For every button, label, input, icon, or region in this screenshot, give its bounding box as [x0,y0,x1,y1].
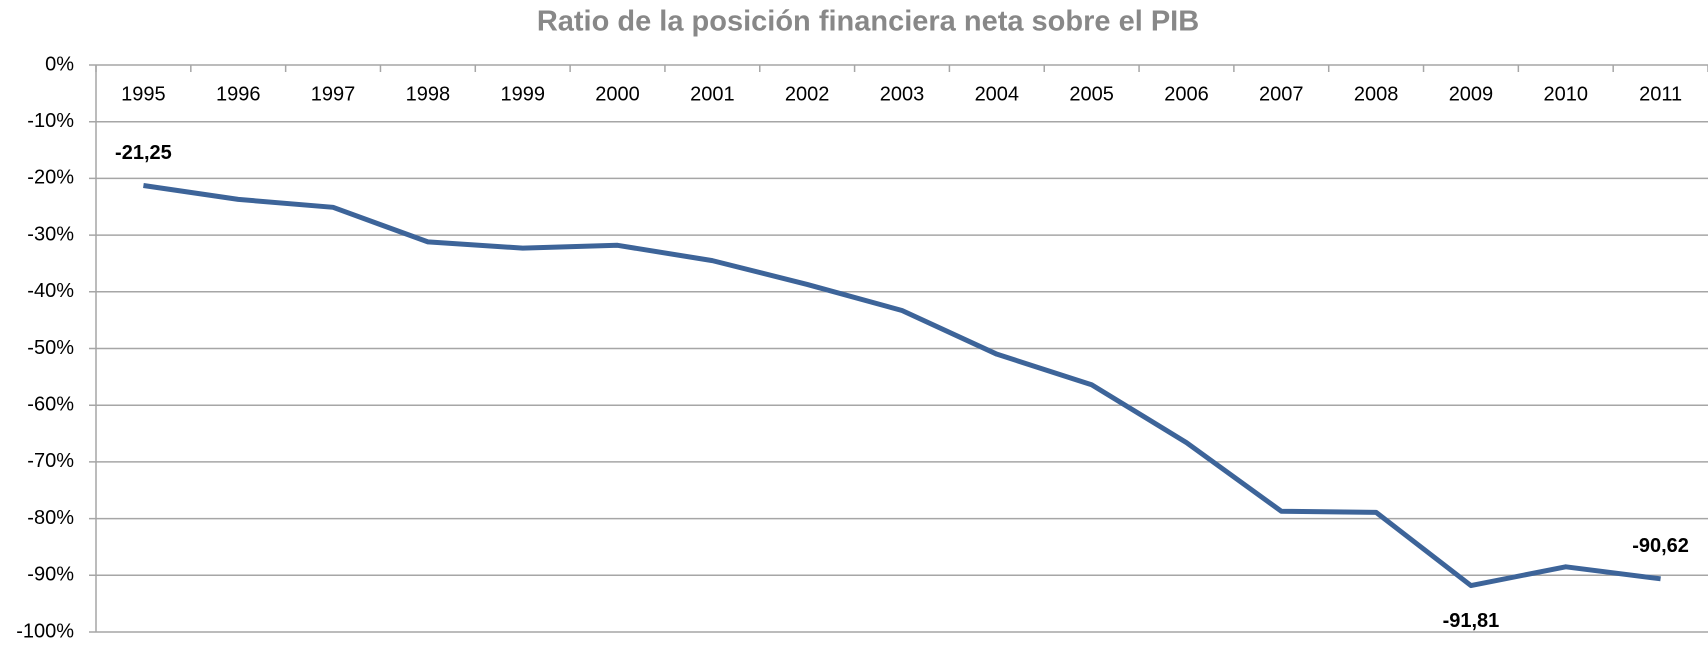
y-tick-label: -60% [27,393,74,415]
x-tick-label: 2008 [1354,83,1399,105]
x-tick-label: 2010 [1544,83,1589,105]
x-tick-label: 2003 [880,83,925,105]
x-tick-label: 1998 [406,83,451,105]
y-tick-label: -50% [27,337,74,359]
x-tick-label: 2001 [690,83,735,105]
x-tick-label: 2004 [975,83,1020,105]
y-tick-label: -10% [27,110,74,132]
data-label: -90,62 [1632,535,1689,557]
data-label: -91,81 [1443,610,1500,632]
x-tick-label: 2009 [1449,83,1494,105]
x-tick-label: 2005 [1069,83,1114,105]
y-tick-label: -80% [27,507,74,529]
y-tick-label: -100% [16,620,74,642]
x-tick-label: 2000 [595,83,640,105]
x-tick-label: 2006 [1164,83,1209,105]
y-tick-label: 0% [45,53,74,75]
data-label: -21,25 [115,142,172,164]
x-tick-label: 2002 [785,83,830,105]
chart-title: Ratio de la posición financiera neta sob… [537,6,1199,38]
y-tick-label: -70% [27,450,74,472]
line [143,183,1661,589]
x-tick-label: 2011 [1639,83,1682,105]
x-tick-label: 1995 [121,83,166,105]
x-tick-label: 1997 [311,83,356,105]
y-tick-label: -20% [27,167,74,189]
y-tick-label: -90% [27,564,74,586]
x-tick-label: 2007 [1259,83,1304,105]
x-tick-label: 1996 [216,83,261,105]
x-tick-label: 1999 [500,83,545,105]
y-tick-label: -30% [27,223,74,245]
y-tick-label: -40% [27,280,74,302]
